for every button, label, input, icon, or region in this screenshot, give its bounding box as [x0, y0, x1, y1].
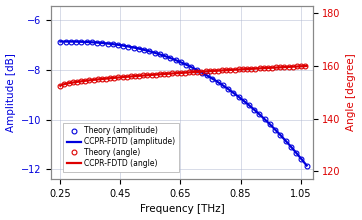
Y-axis label: Amplitude [dB]: Amplitude [dB] [5, 53, 16, 132]
X-axis label: Frequency [THz]: Frequency [THz] [140, 204, 224, 214]
Legend: Theory (amplitude), CCPR-FDTD (amplitude), Theory (angle), CCPR-FDTD (angle): Theory (amplitude), CCPR-FDTD (amplitude… [63, 123, 179, 172]
Y-axis label: Angle [degree]: Angle [degree] [346, 53, 357, 131]
